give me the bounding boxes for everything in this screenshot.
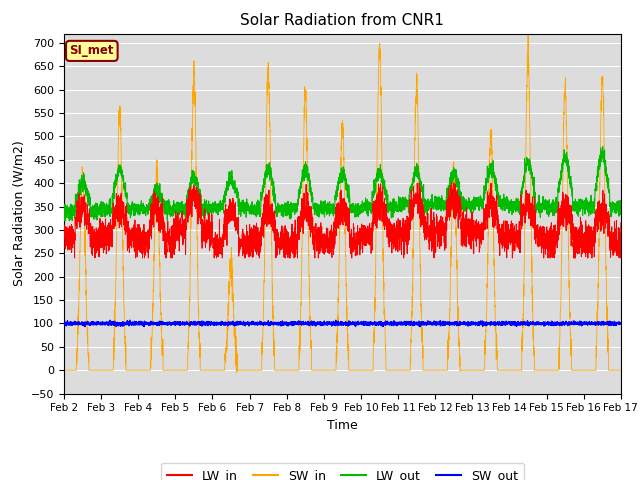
Title: Solar Radiation from CNR1: Solar Radiation from CNR1 xyxy=(241,13,444,28)
Text: SI_met: SI_met xyxy=(70,44,114,58)
Y-axis label: Solar Radiation (W/m2): Solar Radiation (W/m2) xyxy=(12,141,26,287)
Legend: LW_in, SW_in, LW_out, SW_out: LW_in, SW_in, LW_out, SW_out xyxy=(161,463,524,480)
X-axis label: Time: Time xyxy=(327,419,358,432)
